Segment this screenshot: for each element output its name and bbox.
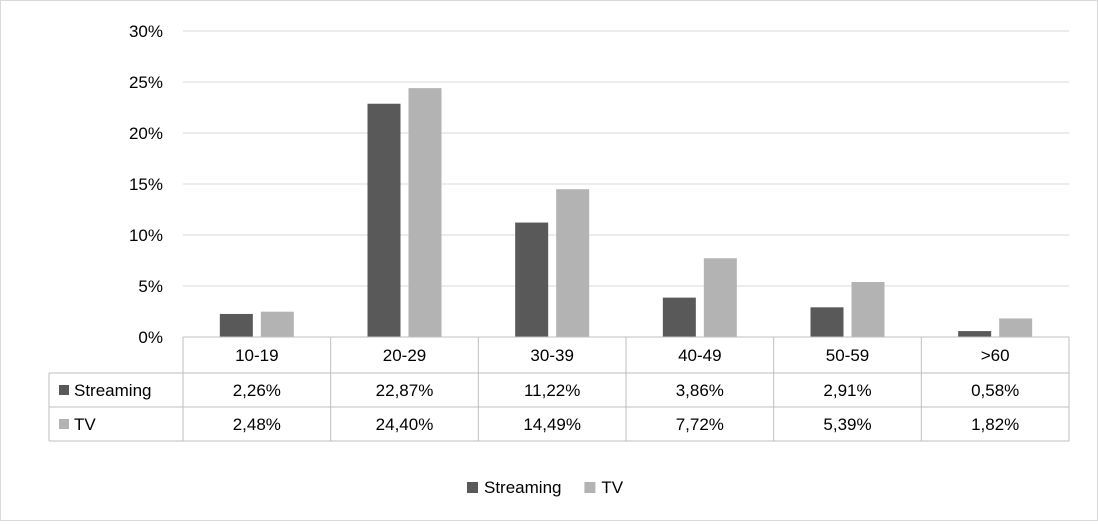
table-category-label: >60 bbox=[981, 346, 1010, 365]
bars bbox=[219, 88, 1033, 338]
table-value: 22,87% bbox=[376, 381, 434, 400]
data-table: 10-19 20-29 30-39 40-49 50-59 >60 Streaming 2,2… bbox=[48, 336, 1070, 442]
bar-streaming-2 bbox=[515, 222, 549, 337]
y-tick-label: 15% bbox=[129, 175, 163, 194]
legend-label: TV bbox=[601, 478, 623, 497]
table-category-label: 40-49 bbox=[678, 346, 721, 365]
table-category-label: 50-59 bbox=[826, 346, 869, 365]
table-value: 11,22% bbox=[524, 381, 580, 400]
table-value: 14,49% bbox=[523, 415, 581, 434]
table-category-label: 30-39 bbox=[530, 346, 573, 365]
y-tick-label: 10% bbox=[129, 226, 163, 245]
gridlines bbox=[183, 30, 1069, 287]
legend: Streaming TV bbox=[467, 478, 624, 497]
table-series-name: TV bbox=[74, 415, 96, 434]
table-value: 2,48% bbox=[233, 415, 281, 434]
legend-key bbox=[467, 482, 478, 493]
y-axis-tick-labels: 0% 5% 10% 15% 20% 25% 30% bbox=[129, 22, 163, 347]
bar-streaming-3 bbox=[662, 297, 696, 337]
table-series-key bbox=[59, 385, 69, 395]
table-category-label: 10-19 bbox=[235, 346, 278, 365]
bar-tv-0 bbox=[260, 311, 294, 337]
table-value: 3,86% bbox=[676, 381, 724, 400]
table-category-label: 20-29 bbox=[383, 346, 426, 365]
legend-key bbox=[584, 482, 596, 493]
y-tick-label: 20% bbox=[129, 124, 163, 143]
y-tick-label: 30% bbox=[129, 22, 163, 41]
bar-streaming-5 bbox=[958, 331, 992, 337]
bar-tv-5 bbox=[999, 318, 1033, 337]
bar-streaming-4 bbox=[810, 307, 844, 337]
bar-tv-4 bbox=[851, 282, 885, 337]
y-tick-label: 0% bbox=[138, 328, 163, 347]
table-value: 0,58% bbox=[971, 381, 1019, 400]
table-value: 2,91% bbox=[823, 381, 871, 400]
table-value: 24,40% bbox=[376, 415, 434, 434]
table-value: 2,26% bbox=[233, 381, 281, 400]
y-tick-label: 25% bbox=[129, 73, 163, 92]
table-value: 5,39% bbox=[823, 415, 871, 434]
table-value: 1,82% bbox=[971, 415, 1019, 434]
legend-label: Streaming bbox=[484, 478, 561, 497]
bar-tv-2 bbox=[556, 189, 590, 337]
table-value: 7,72% bbox=[676, 415, 724, 434]
table-series-name: Streaming bbox=[74, 381, 151, 400]
table-series-key bbox=[59, 419, 69, 429]
bar-streaming-1 bbox=[367, 103, 401, 337]
y-tick-label: 5% bbox=[138, 277, 163, 296]
bar-tv-3 bbox=[703, 258, 737, 337]
bar-streaming-0 bbox=[219, 313, 253, 337]
bar-tv-1 bbox=[408, 88, 442, 338]
